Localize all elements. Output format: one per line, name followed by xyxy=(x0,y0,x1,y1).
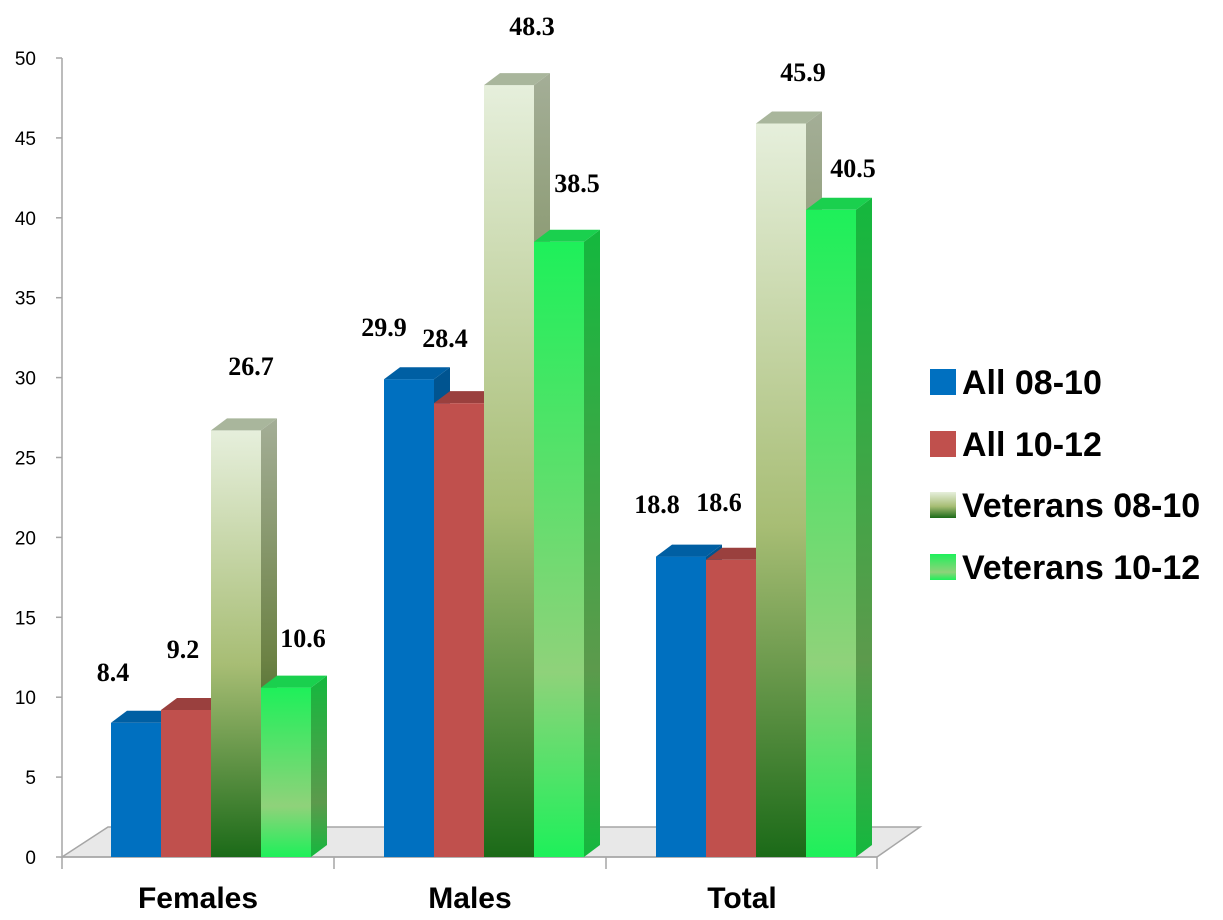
bar-top xyxy=(384,367,450,380)
bar-top xyxy=(434,391,500,404)
bar-front xyxy=(656,556,706,857)
legend-item: All 08-10 xyxy=(930,364,1102,402)
y-tick-label: 35 xyxy=(15,289,36,310)
legend-label: All 08-10 xyxy=(962,364,1102,402)
y-tick-label: 50 xyxy=(15,49,36,70)
data-label: 18.8 xyxy=(634,490,680,519)
bar-side xyxy=(584,229,600,857)
data-labels: 8.4 29.9 18.8 9.2 28.4 18.6 26.7 48.3 45.9 10.6 38… xyxy=(97,12,876,687)
bars xyxy=(111,73,872,857)
data-label: 40.5 xyxy=(830,154,876,183)
x-tick-label: Males xyxy=(428,882,511,915)
y-tick-label: 5 xyxy=(25,768,36,789)
y-tick-label: 45 xyxy=(15,129,36,150)
bar-top xyxy=(261,675,327,688)
bar-front xyxy=(806,209,856,857)
legend-swatch xyxy=(930,492,956,518)
legend-item: Veterans 10-12 xyxy=(930,549,1200,587)
data-label: 28.4 xyxy=(422,324,468,353)
data-label: 48.3 xyxy=(509,12,555,41)
bar xyxy=(534,229,600,857)
data-label: 8.4 xyxy=(97,658,130,687)
bar-front xyxy=(484,85,534,857)
bar-side xyxy=(856,197,872,857)
data-label: 18.6 xyxy=(696,488,742,517)
data-label: 9.2 xyxy=(167,635,200,664)
y-tick-label: 10 xyxy=(15,688,36,709)
y-tick-label: 40 xyxy=(15,209,36,230)
legend-item: Veterans 08-10 xyxy=(930,487,1200,525)
bar-top xyxy=(111,710,177,723)
y-tick-label: 30 xyxy=(15,369,36,390)
data-label: 38.5 xyxy=(554,169,600,198)
bar-front xyxy=(384,379,434,857)
data-label: 29.9 xyxy=(361,313,407,342)
bar xyxy=(261,675,327,857)
bar-front xyxy=(756,123,806,857)
legend: All 08-10 All 10-12 Veterans 08-10 Veterans… xyxy=(930,364,1200,587)
legend-item: All 10-12 xyxy=(930,426,1102,464)
bar-top xyxy=(806,197,872,210)
bar-top xyxy=(656,544,722,557)
legend-label: All 10-12 xyxy=(962,426,1102,464)
legend-label: Veterans 08-10 xyxy=(962,487,1200,525)
bar-front xyxy=(534,241,584,857)
y-tick-label: 15 xyxy=(15,608,36,629)
data-label: 10.6 xyxy=(280,624,326,653)
bar-front xyxy=(434,403,484,857)
legend-swatch xyxy=(930,369,956,395)
data-label: 26.7 xyxy=(228,352,274,381)
legend-swatch xyxy=(930,431,956,457)
y-tick-label: 25 xyxy=(15,449,36,470)
y-tick-label: 20 xyxy=(15,528,36,549)
x-tick-label: Total xyxy=(707,882,776,915)
bar-top xyxy=(534,229,600,242)
bar-top xyxy=(484,73,550,86)
bar-front xyxy=(706,559,756,857)
bar xyxy=(806,197,872,857)
y-tick-label: 0 xyxy=(25,848,36,869)
bar-front xyxy=(111,722,161,857)
bar-front xyxy=(161,709,211,857)
bar-top xyxy=(211,418,277,431)
bar-front xyxy=(261,687,311,857)
x-tick-label: Females xyxy=(138,882,258,915)
bar-top xyxy=(756,111,822,124)
bar-top xyxy=(706,547,772,560)
legend-label: Veterans 10-12 xyxy=(962,549,1200,587)
bar-top xyxy=(161,697,227,710)
bar-side xyxy=(311,675,327,857)
data-label: 45.9 xyxy=(780,58,826,87)
legend-swatch xyxy=(930,554,956,580)
bar-front xyxy=(211,430,261,857)
